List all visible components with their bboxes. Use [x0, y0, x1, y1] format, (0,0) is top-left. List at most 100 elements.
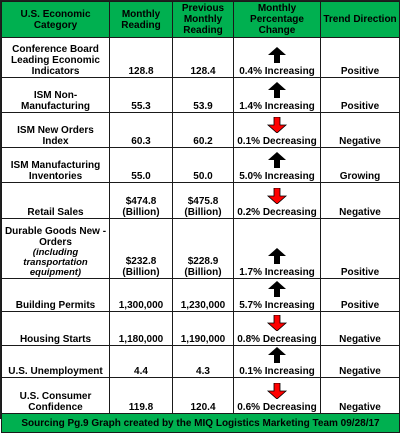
cell-category: Building Permits	[1, 278, 110, 312]
cell-category: U.S. Unemployment	[1, 345, 110, 378]
category-label: Conference Board Leading Economic Indica…	[11, 44, 100, 77]
cell-previous-reading: $228.9 (Billion)	[172, 218, 234, 279]
arrow-down-icon	[266, 383, 288, 399]
cell-previous-reading: 1,230,000	[172, 278, 234, 312]
table-row: Durable Goods New -Orders (including tran…	[1, 218, 400, 279]
header-row: U.S. Economic Category Monthly Reading P…	[1, 1, 400, 38]
percentage-change-label: 0.4% Increasing	[239, 66, 315, 77]
category-label: U.S. Consumer Confidence	[19, 391, 92, 413]
table-row: Retail Sales $474.8 (Billion) $475.8 (Bill…	[1, 182, 400, 219]
cell-monthly-reading: 55.3	[109, 77, 173, 113]
cell-monthly-reading: 4.4	[109, 345, 173, 378]
cell-previous-reading: 4.3	[172, 345, 234, 378]
cell-previous-reading: 53.9	[172, 77, 234, 113]
category-label: Durable Goods New -Orders	[4, 226, 107, 248]
table-row: U.S. Consumer Confidence 119.8 120.4 0.6% D…	[1, 377, 400, 414]
header-trend-direction: Trend Direction	[320, 1, 400, 38]
cell-monthly-reading: 1,180,000	[109, 311, 173, 346]
arrow-down-icon	[266, 188, 288, 204]
arrow-up-icon	[268, 152, 286, 168]
cell-percentage-change: 5.0% Increasing	[233, 147, 321, 183]
arrow-up-icon	[268, 347, 286, 363]
cell-trend-direction: Negative	[320, 112, 400, 148]
cell-monthly-reading: 55.0	[109, 147, 173, 183]
percentage-change-label: 0.1% Increasing	[239, 366, 315, 377]
cell-percentage-change: 1.4% Increasing	[233, 77, 321, 113]
cell-percentage-change: 0.2% Decreasing	[233, 182, 321, 219]
arrow-up-icon	[268, 248, 286, 264]
cell-monthly-reading: $232.8 (Billion)	[109, 218, 173, 279]
cell-percentage-change: 0.1% Increasing	[233, 345, 321, 378]
percentage-change-label: 0.1% Decreasing	[237, 136, 317, 147]
percentage-change-label: 0.2% Decreasing	[237, 207, 317, 218]
arrow-up-icon	[268, 82, 286, 98]
arrow-down-icon	[266, 117, 288, 133]
cell-trend-direction: Positive	[320, 218, 400, 279]
percentage-change-label: 5.7% Increasing	[239, 300, 315, 311]
cell-trend-direction: Negative	[320, 182, 400, 219]
table-row: U.S. Unemployment 4.4 4.3 0.1% Increasing Ne…	[1, 345, 400, 378]
cell-trend-direction: Positive	[320, 278, 400, 312]
cell-category: ISM Non-Manufacturing	[1, 77, 110, 113]
cell-percentage-change: 0.8% Decreasing	[233, 311, 321, 346]
category-label: Retail Sales	[27, 207, 84, 218]
percentage-change-label: 0.6% Decreasing	[237, 402, 317, 413]
cell-category: ISM New Orders Index	[1, 112, 110, 148]
cell-trend-direction: Positive	[320, 77, 400, 113]
cell-category: Conference Board Leading Economic Indica…	[1, 37, 110, 78]
category-label: ISM New Orders Index	[17, 125, 94, 147]
cell-percentage-change: 0.6% Decreasing	[233, 377, 321, 414]
arrow-down-icon	[266, 315, 288, 331]
category-label: ISM Non-Manufacturing	[21, 90, 90, 112]
category-label: Housing Starts	[19, 334, 92, 345]
footer-source-note: Sourcing Pg.9 Graph created by the MIQ L…	[1, 413, 400, 433]
cell-previous-reading: 128.4	[172, 37, 234, 78]
cell-monthly-reading: 1,300,000	[109, 278, 173, 312]
cell-category: Housing Starts	[1, 311, 110, 346]
cell-previous-reading: 50.0	[172, 147, 234, 183]
cell-previous-reading: 1,190,000	[172, 311, 234, 346]
cell-monthly-reading: 60.3	[109, 112, 173, 148]
percentage-change-label: 5.0% Increasing	[239, 171, 315, 182]
category-sub-label: (including transportation equipment)	[23, 247, 88, 278]
cell-trend-direction: Negative	[320, 311, 400, 346]
header-category: U.S. Economic Category	[1, 1, 110, 38]
cell-trend-direction: Negative	[320, 377, 400, 414]
cell-previous-reading: $475.8 (Billion)	[172, 182, 234, 219]
cell-category: Durable Goods New -Orders (including tran…	[1, 218, 110, 279]
cell-category: ISM Manufacturing Inventories	[1, 147, 110, 183]
cell-monthly-reading: 119.8	[109, 377, 173, 414]
cell-monthly-reading: $474.8 (Billion)	[109, 182, 173, 219]
cell-percentage-change: 0.4% Increasing	[233, 37, 321, 78]
header-percentage-change: Monthly Percentage Change	[233, 1, 321, 38]
table-row: Conference Board Leading Economic Indica…	[1, 37, 400, 78]
table-row: ISM Non-Manufacturing 55.3 53.9 1.4% Increa…	[1, 77, 400, 113]
arrow-up-icon	[268, 47, 286, 63]
table-row: ISM Manufacturing Inventories 55.0 50.0 5.0…	[1, 147, 400, 183]
header-previous-reading: Previous Monthly Reading	[172, 1, 234, 38]
table-row: Building Permits 1,300,000 1,230,000 5.7% I…	[1, 278, 400, 312]
cell-trend-direction: Negative	[320, 345, 400, 378]
arrow-up-icon	[268, 281, 286, 297]
cell-trend-direction: Growing	[320, 147, 400, 183]
cell-previous-reading: 120.4	[172, 377, 234, 414]
footer-row: Sourcing Pg.9 Graph created by the MIQ L…	[1, 413, 400, 433]
table-row: ISM New Orders Index 60.3 60.2 0.1% Decreas…	[1, 112, 400, 148]
table-row: Housing Starts 1,180,000 1,190,000 0.8% Dec…	[1, 311, 400, 346]
cell-percentage-change: 1.7% Increasing	[233, 218, 321, 279]
category-label: ISM Manufacturing Inventories	[10, 160, 101, 182]
cell-category: U.S. Consumer Confidence	[1, 377, 110, 414]
percentage-change-label: 1.7% Increasing	[239, 267, 315, 278]
cell-percentage-change: 0.1% Decreasing	[233, 112, 321, 148]
header-monthly-reading: Monthly Reading	[109, 1, 173, 38]
category-label: Building Permits	[15, 300, 96, 311]
cell-category: Retail Sales	[1, 182, 110, 219]
cell-trend-direction: Positive	[320, 37, 400, 78]
percentage-change-label: 1.4% Increasing	[239, 101, 315, 112]
cell-previous-reading: 60.2	[172, 112, 234, 148]
cell-monthly-reading: 128.8	[109, 37, 173, 78]
percentage-change-label: 0.8% Decreasing	[237, 334, 317, 345]
category-label: U.S. Unemployment	[8, 366, 103, 377]
